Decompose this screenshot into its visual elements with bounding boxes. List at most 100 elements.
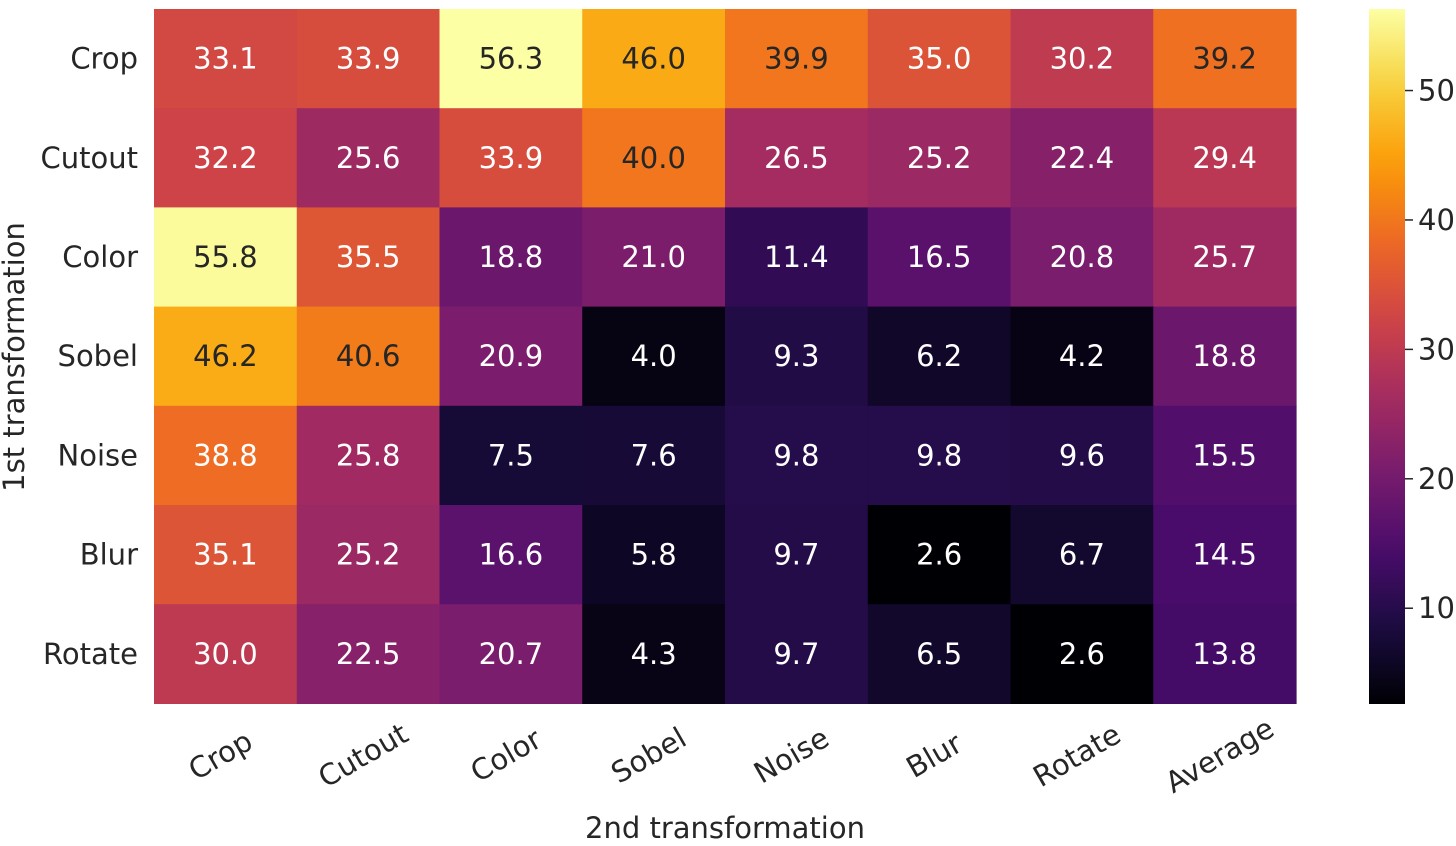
cell-value-label: 20.7	[479, 637, 544, 671]
cell-value-label: 9.6	[1059, 438, 1105, 472]
heatmap-cell	[725, 108, 869, 208]
y-tick-label: Blur	[80, 538, 138, 572]
heatmap-cell	[1010, 604, 1154, 704]
cell-value-label: 29.4	[1192, 141, 1257, 175]
cell-value-label: 26.5	[764, 141, 829, 175]
heatmap-cell	[154, 207, 298, 308]
heatmap-cell	[582, 306, 726, 407]
cell-value-label: 9.8	[916, 438, 962, 472]
heatmap-cell	[154, 306, 298, 407]
cell-value-label: 6.5	[916, 637, 962, 671]
heatmap-cell	[296, 207, 441, 308]
colorbar-tick-label: 30	[1418, 332, 1455, 366]
cell-value-label: 25.2	[907, 141, 972, 175]
heatmap-cell	[1153, 108, 1297, 208]
cell-value-label: 30.2	[1050, 42, 1115, 76]
heatmap-cell	[1010, 108, 1154, 208]
heatmap-cell	[1153, 207, 1297, 308]
heatmap-cell	[582, 108, 726, 208]
cell-value-label: 14.5	[1192, 538, 1257, 572]
cell-value-label: 33.1	[193, 42, 258, 76]
heatmap-cell	[296, 306, 441, 407]
heatmap-cell	[867, 405, 1012, 506]
heatmap-cell	[725, 207, 869, 308]
heatmap-cell	[867, 9, 1012, 109]
y-tick-label: Color	[62, 240, 138, 274]
cell-value-label: 4.0	[631, 339, 677, 373]
cell-value-label: 7.5	[488, 438, 534, 472]
cell-value-label: 9.8	[773, 438, 819, 472]
heatmap-cell	[154, 108, 298, 208]
heatmap-cell	[1153, 9, 1297, 109]
heatmap-cell	[725, 505, 869, 605]
cell-value-label: 30.0	[193, 637, 258, 671]
heatmap-cell	[296, 604, 441, 704]
cell-value-label: 20.8	[1050, 240, 1115, 274]
heatmap-cell	[725, 9, 869, 109]
heatmap-cells	[154, 9, 1297, 704]
heatmap-cell	[725, 405, 869, 506]
heatmap-cell	[439, 108, 583, 208]
y-tick-labels: Crop Cutout Color Sobel Noise Blur Rotate	[41, 42, 139, 671]
heatmap-cell	[867, 306, 1012, 407]
cell-value-label: 35.5	[336, 240, 401, 274]
heatmap-cell	[439, 604, 583, 704]
colorbar-tick-label: 10	[1418, 591, 1455, 625]
heatmap-cell	[582, 9, 726, 109]
cell-value-label: 15.5	[1192, 438, 1257, 472]
y-tick-label: Sobel	[58, 339, 138, 373]
cell-value-label: 9.7	[773, 538, 819, 572]
cell-value-label: 9.7	[773, 637, 819, 671]
cell-value-label: 35.0	[907, 42, 972, 76]
heatmap-cell	[439, 207, 583, 308]
heatmap-cell	[154, 505, 298, 605]
cell-value-label: 5.8	[631, 538, 677, 572]
cell-value-label: 46.0	[621, 42, 686, 76]
cell-value-label: 40.0	[621, 141, 686, 175]
cell-value-label: 2.6	[916, 538, 962, 572]
heatmap-cell	[1010, 9, 1154, 109]
heatmap-cell	[582, 505, 726, 605]
heatmap-cell	[1010, 405, 1154, 506]
x-axis-label: 2nd transformation	[585, 811, 865, 845]
cell-value-label: 4.2	[1059, 339, 1105, 373]
y-tick-label: Crop	[70, 42, 138, 76]
heatmap-cell	[867, 604, 1012, 704]
colorbar-gradient	[1369, 9, 1405, 704]
heatmap-cell	[867, 505, 1012, 605]
cell-value-label: 38.8	[193, 438, 258, 472]
heatmap-cell	[1153, 306, 1297, 407]
cell-value-label: 25.8	[336, 438, 401, 472]
heatmap-cell	[867, 108, 1012, 208]
cell-value-label: 21.0	[621, 240, 686, 274]
cell-value-label: 39.9	[764, 42, 829, 76]
cell-value-label: 20.9	[479, 339, 544, 373]
heatmap-cell	[582, 207, 726, 308]
cell-value-label: 11.4	[764, 240, 829, 274]
cell-value-label: 7.6	[631, 438, 677, 472]
cell-value-label: 4.3	[631, 637, 677, 671]
cell-value-label: 9.3	[773, 339, 819, 373]
cell-value-label: 6.2	[916, 339, 962, 373]
heatmap-cell	[1010, 505, 1154, 605]
y-tick-label: Noise	[58, 438, 138, 472]
cell-value-label: 6.7	[1059, 538, 1105, 572]
y-axis-label: 1st transformation	[0, 222, 31, 492]
cell-value-label: 16.5	[907, 240, 972, 274]
heatmap-cell	[725, 306, 869, 407]
heatmap-cell	[154, 604, 298, 704]
heatmap-cell	[1010, 207, 1154, 308]
cell-value-label: 18.8	[1192, 339, 1257, 373]
heatmap-cell	[582, 604, 726, 704]
heatmap-cell-labels: 33.1 33.9 56.3 46.0 39.9 35.0 30.2 39.2 32.2 25.6…	[193, 42, 1257, 671]
heatmap-cell	[154, 9, 298, 109]
y-tick-label: Cutout	[41, 141, 139, 175]
heatmap-cell	[439, 505, 583, 605]
heatmap-cell	[296, 505, 441, 605]
cell-value-label: 32.2	[193, 141, 258, 175]
cell-value-label: 55.8	[193, 240, 258, 274]
heatmap-cell	[1153, 405, 1297, 506]
heatmap-cell	[725, 604, 869, 704]
heatmap-cell	[439, 405, 583, 506]
